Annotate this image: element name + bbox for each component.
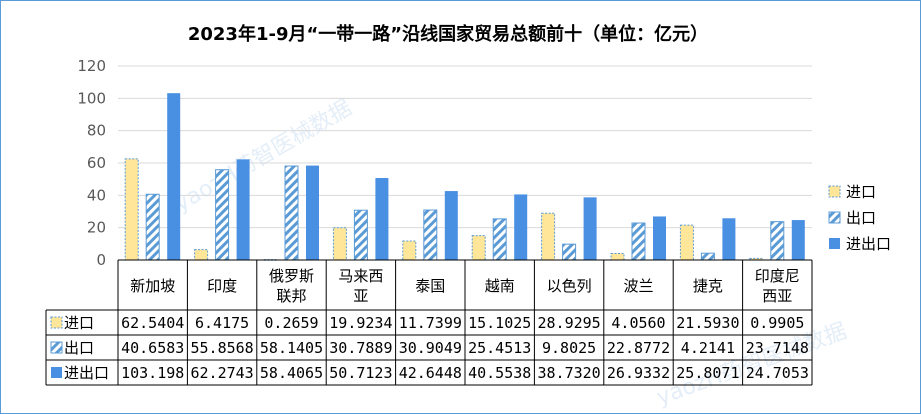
table-cell: 23.7148 — [746, 339, 809, 357]
table-cell: 26.9332 — [607, 364, 670, 382]
table-cell: 24.7053 — [746, 364, 809, 382]
table-swatch — [50, 316, 63, 329]
category-label: 捷克 — [693, 277, 723, 295]
table-cell: 4.0560 — [611, 314, 665, 332]
table-cell: 4.2141 — [681, 339, 735, 357]
bar-import — [610, 252, 625, 261]
table-row-label: 出口 — [64, 339, 94, 357]
table-cell: 38.7320 — [537, 364, 600, 382]
table-cell: 40.5538 — [468, 364, 531, 382]
legend-swatch — [828, 211, 841, 224]
y-tick-label: 100 — [77, 89, 106, 107]
bar-import — [332, 227, 347, 261]
legend-swatch — [828, 185, 841, 198]
category-label: 波兰 — [623, 277, 653, 295]
bar-total — [583, 197, 597, 260]
bar-import — [194, 249, 209, 261]
table-cell: 22.8772 — [607, 339, 670, 357]
table-cell: 21.5930 — [676, 314, 739, 332]
gridlines — [118, 65, 812, 261]
legend-label: 进口 — [846, 183, 876, 201]
bar-total — [514, 194, 528, 260]
legend-swatch — [829, 238, 840, 249]
table-cell: 103.198 — [121, 364, 184, 382]
bar-export — [284, 165, 299, 261]
bar-export — [145, 193, 160, 261]
category-label: 联邦 — [276, 287, 306, 305]
category-label: 亚 — [353, 287, 368, 305]
table-cell: 25.4513 — [468, 339, 531, 357]
y-tick-label: 20 — [87, 219, 106, 237]
y-axis-ticks: 0 20 40 60 80 100 120 — [77, 57, 106, 269]
bar-import — [124, 158, 139, 261]
bars — [124, 93, 805, 261]
bar-export — [770, 221, 785, 261]
table-row-label: 进出口 — [64, 364, 109, 382]
table-cell: 15.1025 — [468, 314, 531, 332]
bar-total — [722, 218, 736, 260]
bar-total — [236, 159, 250, 260]
table-swatch — [50, 341, 63, 354]
table-cell: 6.4175 — [195, 314, 249, 332]
table-cell: 30.9049 — [399, 339, 462, 357]
table-cell: 19.9234 — [329, 314, 392, 332]
bar-total — [375, 178, 389, 260]
bar-export — [631, 222, 646, 261]
bar-total — [306, 165, 319, 260]
category-label: 马来西 — [338, 267, 383, 285]
table-cell: 58.1405 — [260, 339, 323, 357]
category-label: 俄罗斯 — [269, 267, 314, 285]
y-tick-label: 40 — [87, 186, 106, 204]
table-cell: 42.6448 — [399, 364, 462, 382]
table-cell: 58.4065 — [260, 364, 323, 382]
bar-total — [653, 216, 666, 260]
category-label: 印度尼 — [755, 267, 800, 285]
bar-total — [444, 191, 458, 260]
table-cell: 62.5404 — [121, 314, 184, 332]
table-swatch — [51, 367, 62, 378]
bar-export — [492, 218, 507, 261]
watermark: yaozH药智医械数据 — [171, 96, 357, 218]
y-tick-label: 0 — [96, 251, 106, 269]
bar-export — [215, 169, 230, 261]
y-tick-label: 80 — [87, 122, 106, 140]
table-cell: 11.7399 — [399, 314, 462, 332]
table-row-label: 进口 — [64, 314, 94, 332]
table-cell: 25.8071 — [676, 364, 739, 382]
table-cell: 0.2659 — [264, 314, 318, 332]
category-label: 新加坡 — [130, 277, 175, 295]
bar-total — [791, 220, 805, 260]
bar-import — [402, 240, 417, 261]
category-label: 以色列 — [547, 277, 592, 295]
table-cell: 9.8025 — [542, 339, 596, 357]
bar-import — [541, 212, 556, 261]
table-cell: 40.6583 — [121, 339, 184, 357]
bar-import — [471, 235, 486, 261]
legend-label: 出口 — [846, 209, 876, 227]
table-cell: 50.7123 — [329, 364, 392, 382]
table-cell: 0.9905 — [750, 314, 804, 332]
table-cell: 28.9295 — [537, 314, 600, 332]
category-label: 泰国 — [415, 277, 445, 295]
y-tick-label: 60 — [87, 154, 106, 172]
table-cell: 62.2743 — [190, 364, 253, 382]
bar-export — [700, 252, 715, 261]
bar-export — [353, 209, 368, 261]
category-label: 印度 — [207, 277, 237, 295]
category-label: 西亚 — [762, 287, 792, 305]
bar-total — [167, 93, 181, 260]
category-label: 越南 — [485, 277, 515, 295]
table-cell: 55.8568 — [190, 339, 253, 357]
table-cell: 30.7889 — [329, 339, 392, 357]
bar-import — [679, 224, 694, 261]
bar-export — [562, 243, 577, 261]
y-tick-label: 120 — [77, 57, 106, 75]
chart-title: 2023年1-9月“一带一路”沿线国家贸易总额前十（单位：亿元） — [188, 23, 708, 45]
bar-export — [423, 209, 438, 261]
legend-label: 进出口 — [846, 235, 891, 253]
